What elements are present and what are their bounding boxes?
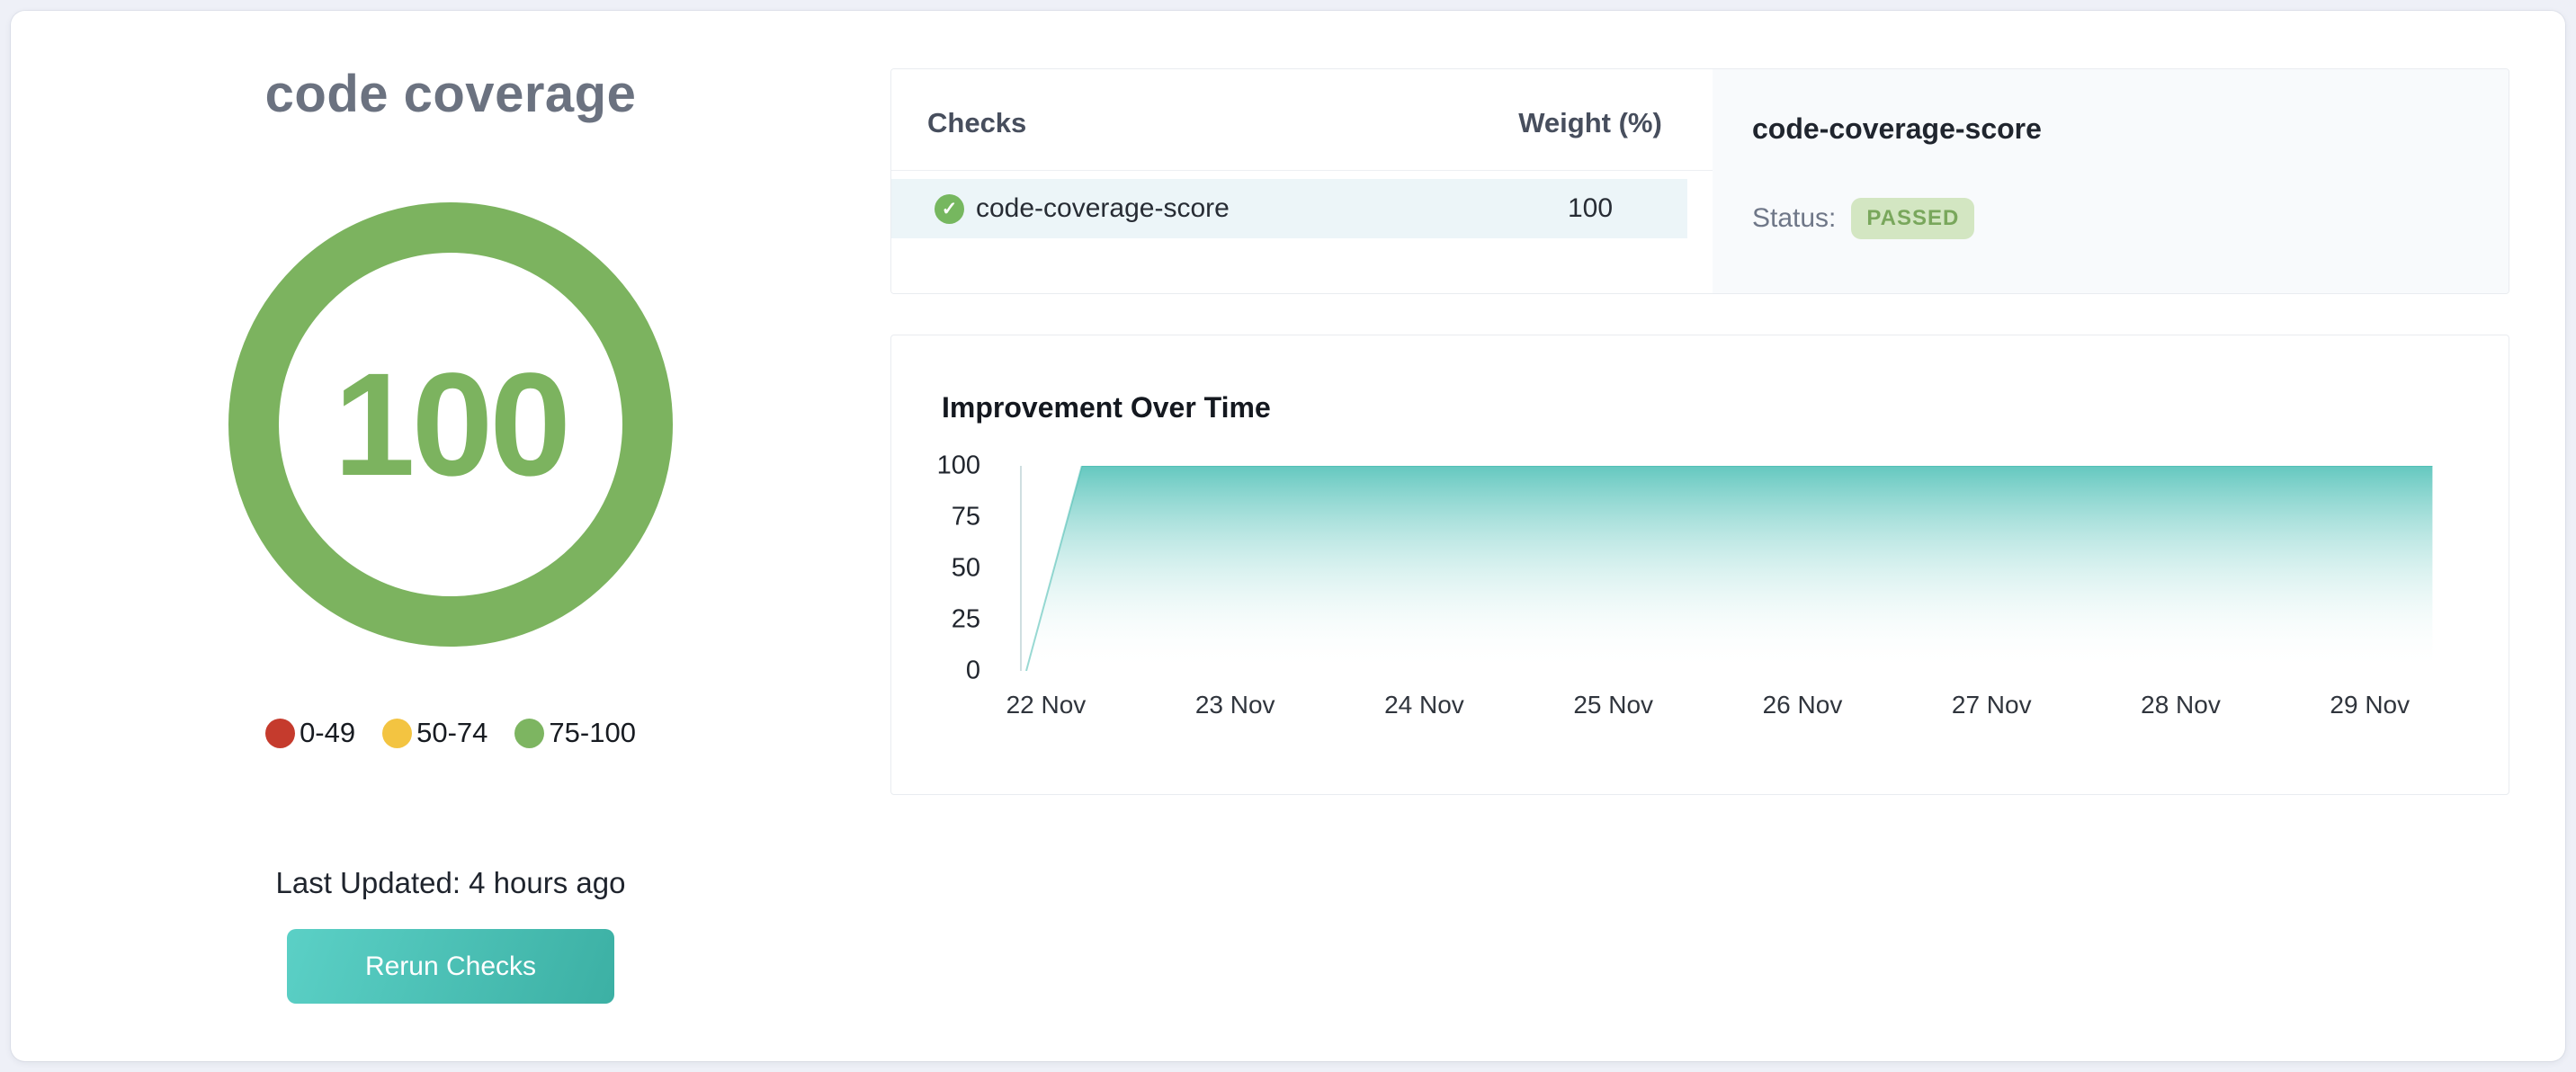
- legend-label: 0-49: [300, 717, 356, 748]
- last-updated-text: Last Updated: 4 hours ago: [275, 866, 626, 899]
- y-tick-label: 50: [951, 553, 980, 583]
- red-dot-icon: [265, 718, 296, 748]
- check-detail-title: code-coverage-score: [1752, 112, 2042, 145]
- area-shape: [1025, 466, 2433, 671]
- status-badge: PASSED: [1851, 198, 1975, 239]
- page-title: code coverage: [264, 65, 637, 123]
- checks-table: Checks Weight (%) ✓ code-coverage-score …: [891, 69, 1713, 293]
- legend-item-mid: 50-74: [382, 717, 487, 749]
- x-tick-label: 27 Nov: [1951, 691, 2032, 719]
- x-tick-label: 26 Nov: [1762, 691, 1843, 719]
- x-axis-labels: 22 Nov 23 Nov 24 Nov 25 Nov 26 Nov 27 No…: [1006, 691, 2507, 727]
- score-gauge: 100: [228, 202, 673, 647]
- content-panel: Checks Weight (%) ✓ code-coverage-score …: [890, 11, 2509, 1061]
- table-row[interactable]: ✓ code-coverage-score 100: [891, 179, 1687, 238]
- area-chart-svg: [1025, 466, 2433, 671]
- status-row: Status: PASSED: [1752, 198, 2509, 239]
- green-dot-icon: [514, 718, 545, 748]
- legend-label: 75-100: [549, 717, 636, 748]
- area-top-line: [1025, 466, 2433, 671]
- check-detail-panel: code-coverage-score Status: PASSED: [1713, 69, 2509, 293]
- rerun-checks-button[interactable]: Rerun Checks: [287, 929, 614, 1004]
- legend-item-low: 0-49: [265, 717, 355, 749]
- y-tick-label: 75: [951, 502, 980, 532]
- y-axis-labels: 100 75 50 25 0: [891, 451, 980, 685]
- checks-summary-row: Checks Weight (%) ✓ code-coverage-score …: [890, 68, 2509, 294]
- legend-label: 50-74: [416, 717, 488, 748]
- improvement-chart-card: Improvement Over Time 100 75 50 25 0: [890, 335, 2509, 795]
- x-tick-label: 23 Nov: [1194, 691, 1275, 719]
- legend-item-high: 75-100: [514, 717, 636, 749]
- x-tick-label: 29 Nov: [2330, 691, 2411, 719]
- score-legend: 0-49 50-74 75-100: [265, 717, 636, 749]
- summary-panel: code coverage 100 0-49 50-74 75-100 La: [11, 11, 890, 1061]
- x-tick-label: 25 Nov: [1573, 691, 1654, 719]
- check-circle-icon: ✓: [935, 193, 964, 224]
- score-value: 100: [334, 342, 571, 506]
- check-weight-value: 100: [1567, 193, 1614, 223]
- checks-table-header: Checks Weight (%): [891, 69, 1713, 171]
- check-name: code-coverage-score: [976, 193, 1230, 223]
- y-tick-label: 25: [951, 604, 980, 634]
- chart-title: Improvement Over Time: [942, 391, 1271, 424]
- y-tick-label: 100: [936, 451, 980, 480]
- checks-column-header: Checks: [927, 107, 1027, 138]
- chart-plot-area: [1020, 466, 2507, 671]
- dashboard-card: code coverage 100 0-49 50-74 75-100 La: [11, 11, 2565, 1061]
- x-tick-label: 24 Nov: [1384, 691, 1464, 719]
- x-tick-label: 28 Nov: [2141, 691, 2221, 719]
- yellow-dot-icon: [382, 718, 413, 748]
- weight-column-header: Weight (%): [1518, 107, 1662, 138]
- x-tick-label: 22 Nov: [1006, 691, 1087, 719]
- status-label: Status:: [1752, 203, 1837, 233]
- y-tick-label: 0: [965, 656, 980, 685]
